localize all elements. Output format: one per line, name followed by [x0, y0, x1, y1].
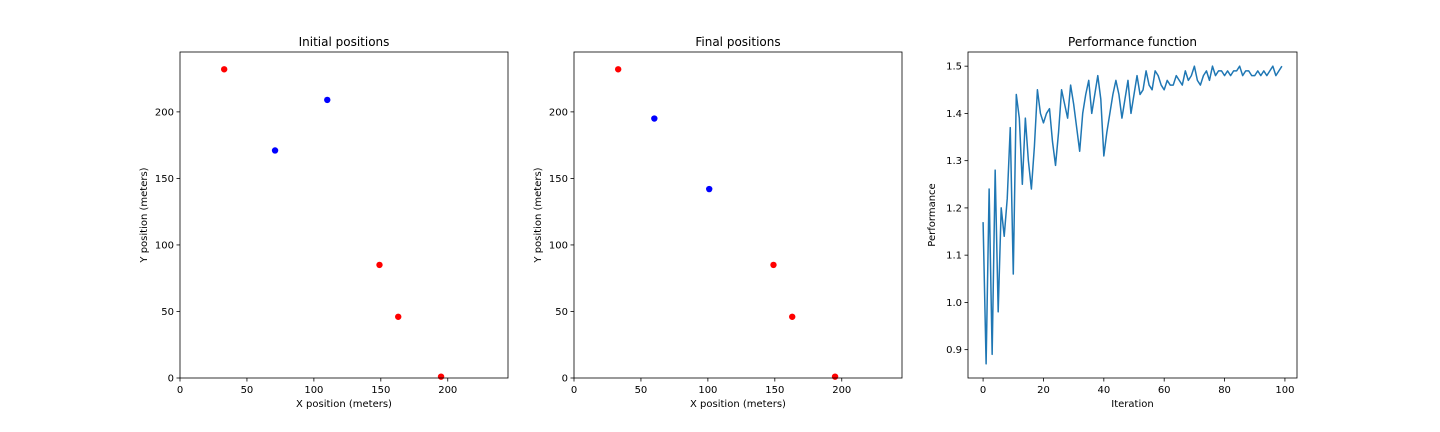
- y-tick-label: 1.2: [946, 203, 962, 214]
- y-axis-label: Y position (meters): [533, 167, 544, 263]
- y-tick-label: 0: [562, 374, 568, 385]
- x-tick-label: 20: [1037, 385, 1050, 396]
- y-tick-label: 100: [549, 240, 568, 251]
- final-positions-panel: 0 50 100 150 200 0 50 100 150 200 Final positions X…: [533, 35, 903, 410]
- axes-frame: [573, 51, 903, 379]
- chart-title: Performance function: [1068, 35, 1197, 49]
- y-tick-label: 150: [155, 174, 174, 185]
- scatter-point: [395, 313, 402, 320]
- x-axis-label: Iteration: [1111, 399, 1153, 410]
- x-tick-label: 80: [1218, 385, 1231, 396]
- x-axis-label: X position (meters): [690, 399, 786, 410]
- x-tick-label: 0: [177, 385, 183, 396]
- x-tick-label: 60: [1158, 385, 1171, 396]
- x-tick-label: 150: [765, 385, 784, 396]
- y-axis-label: Y position (meters): [139, 167, 150, 263]
- x-tick-label: 50: [241, 385, 254, 396]
- x-tick-label: 150: [371, 385, 390, 396]
- y-tick-label: 0: [168, 374, 174, 385]
- scatter-point: [220, 66, 228, 73]
- y-tick-label: 0.9: [946, 345, 962, 356]
- initial-positions-panel: 0 50 100 150 200 0 50 100 150 200 Initial position…: [139, 35, 509, 410]
- scatter-point: [651, 115, 658, 122]
- x-tick-label: 200: [832, 385, 851, 396]
- x-tick-label: 100: [1275, 385, 1294, 396]
- y-tick-label: 200: [155, 107, 174, 118]
- y-tick-label: 200: [549, 107, 568, 118]
- axes-frame: [967, 51, 1298, 379]
- performance-line: [982, 65, 1283, 365]
- y-tick-label: 1.3: [946, 156, 962, 167]
- x-tick-label: 0: [571, 385, 577, 396]
- scatter-point: [324, 96, 331, 104]
- scatter-point: [789, 313, 796, 320]
- x-tick-label: 200: [438, 385, 457, 396]
- chart-title: Initial positions: [299, 35, 390, 49]
- x-axis-label: X position (meters): [296, 399, 392, 410]
- chart-title: Final positions: [695, 35, 780, 49]
- scatter-point: [831, 373, 839, 380]
- y-tick-label: 1.1: [946, 251, 962, 262]
- x-tick-label: 100: [698, 385, 717, 396]
- y-tick-label: 1.5: [946, 62, 962, 73]
- scatter-point: [376, 261, 383, 269]
- performance-function-panel: 0 20 40 60 80 100 0.9 1.0 1.1 1.2 1.3 1.4 1.5 Perform…: [927, 35, 1298, 410]
- y-tick-label: 50: [161, 307, 174, 318]
- scatter-point: [770, 261, 777, 269]
- y-axis-label: Performance: [927, 183, 938, 246]
- y-tick-label: 100: [155, 240, 174, 251]
- y-tick-label: 50: [555, 307, 568, 318]
- scatter-point: [437, 373, 445, 380]
- y-tick-label: 150: [549, 174, 568, 185]
- x-tick-label: 0: [980, 385, 986, 396]
- scatter-point: [271, 147, 279, 154]
- scatter-point: [706, 185, 713, 193]
- y-tick-label: 1.0: [946, 298, 962, 309]
- x-tick-label: 40: [1097, 385, 1110, 396]
- scatter-point: [614, 66, 622, 73]
- axes-frame: [179, 51, 509, 379]
- x-tick-label: 100: [304, 385, 323, 396]
- y-tick-label: 1.4: [946, 109, 962, 120]
- x-tick-label: 50: [635, 385, 648, 396]
